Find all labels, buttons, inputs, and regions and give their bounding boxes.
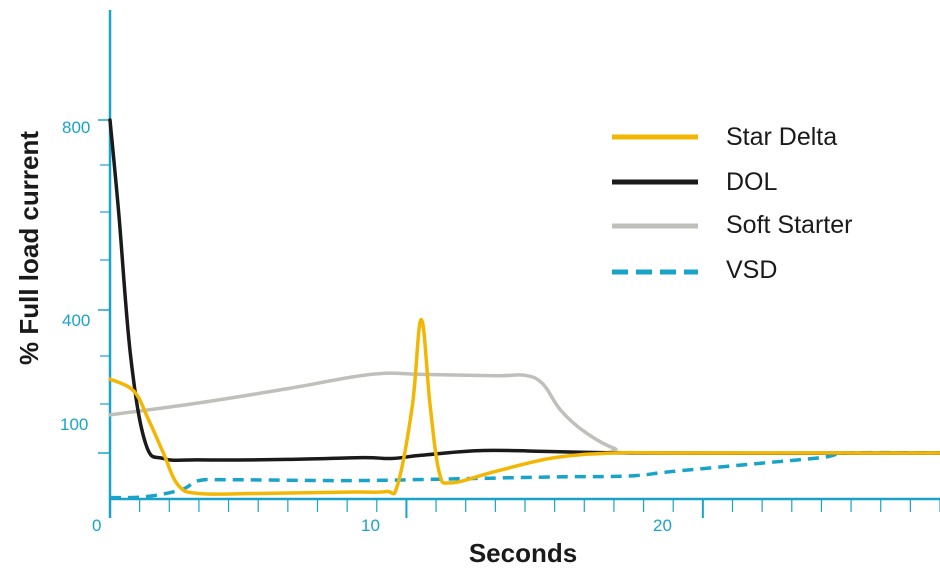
chart-axes [98,10,940,518]
y-tick-label-800: 800 [62,118,90,137]
series-line-dol [108,118,940,462]
series-line-star-delta [108,317,940,496]
chart-series-layer [108,118,940,500]
y-tick-label-400: 400 [62,311,90,330]
legend-label-star-delta: Star Delta [726,123,837,151]
legend-label-soft-starter: Soft Starter [726,211,852,239]
x-tick-label-0: 0 [92,516,101,535]
y-axis-title: % Full load current [14,131,44,365]
x-tick-label-10: 10 [361,516,380,535]
legend-label-dol: DOL [726,168,778,196]
series-line-soft-starter [108,371,940,456]
x-tick-label-20: 20 [653,516,672,535]
series-line-vsd [109,450,940,500]
chart-legend [612,134,698,275]
x-axis-title: Seconds [469,538,577,568]
legend-label-vsd: VSD [726,256,777,284]
y-tick-label-100: 100 [60,415,88,434]
